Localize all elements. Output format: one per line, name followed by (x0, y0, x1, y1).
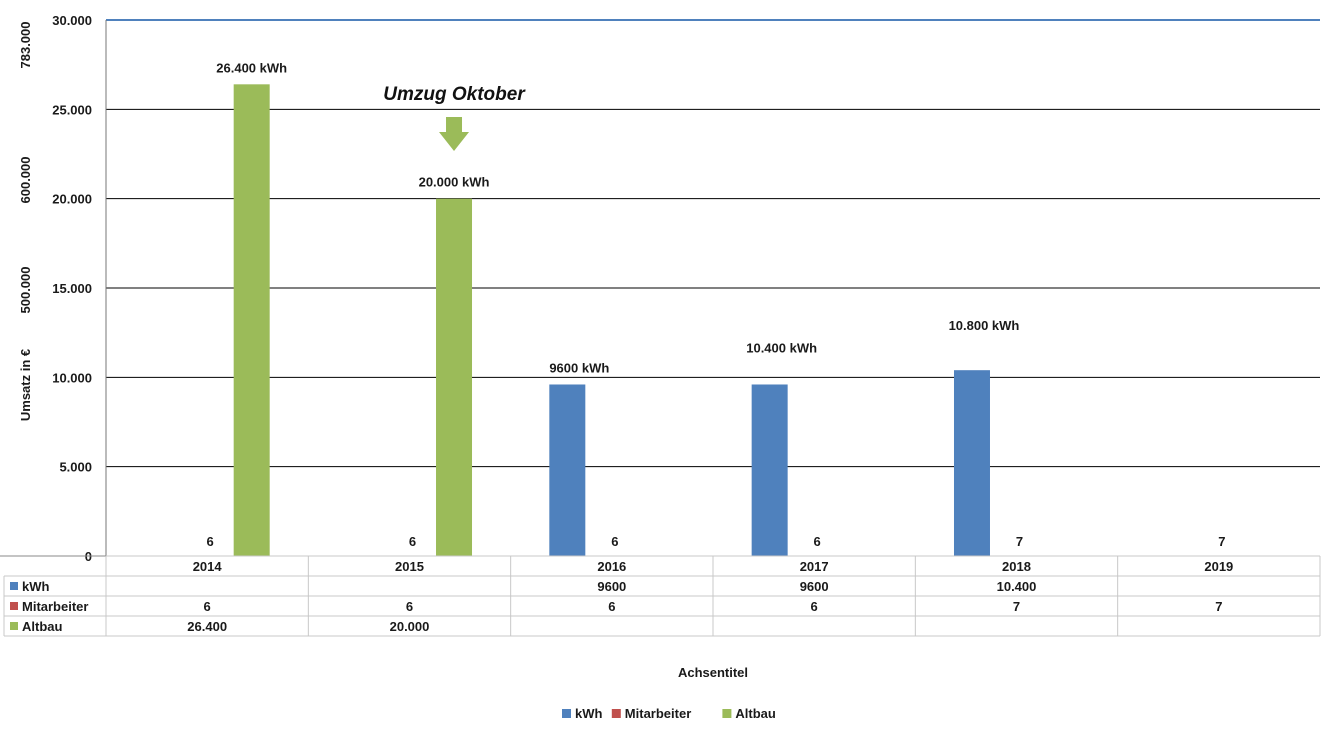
legend-label: Mitarbeiter (625, 706, 691, 721)
bar-data-label: 9600 kWh (549, 360, 609, 375)
table-cell: 6 (204, 599, 211, 614)
secondary-y-tick-label: 500.000 (18, 267, 33, 314)
y-tick-label: 10.000 (52, 370, 92, 385)
bar-data-label: 10.800 kWh (949, 318, 1020, 333)
table-cell: 9600 (597, 579, 626, 594)
x-tick-label: 2015 (395, 559, 424, 574)
count-label: 6 (409, 534, 416, 549)
legend-swatch (722, 709, 732, 718)
x-tick-label: 2014 (193, 559, 223, 574)
bar-kwh (953, 370, 990, 556)
y-tick-label: 5.000 (59, 460, 92, 475)
count-label: 6 (611, 534, 618, 549)
legend-label: kWh (575, 706, 603, 721)
y-tick-label: 25.000 (52, 102, 92, 117)
bar-data-label: 20.000 kWh (419, 175, 490, 190)
x-tick-label: 2018 (1002, 559, 1031, 574)
x-tick-label: 2019 (1204, 559, 1233, 574)
count-label: 6 (207, 534, 214, 549)
y-tick-label: 15.000 (52, 281, 92, 296)
annotation-text: Umzug Oktober (383, 84, 526, 105)
count-label: 7 (1016, 534, 1023, 549)
annotation-arrow-icon (439, 117, 470, 151)
table-legend-key (10, 622, 18, 630)
count-label: 7 (1218, 534, 1225, 549)
count-label: 6 (814, 534, 821, 549)
bar-kwh (751, 384, 788, 556)
bar-altbau (233, 84, 270, 556)
table-legend-key (10, 602, 18, 610)
x-tick-label: 2016 (597, 559, 626, 574)
x-tick-label: 2017 (800, 559, 829, 574)
y-tick-label: 20.000 (52, 192, 92, 207)
bar-altbau (436, 198, 473, 556)
table-cell: 6 (608, 599, 615, 614)
table-cell: 26.400 (187, 619, 227, 634)
legend-swatch (562, 709, 571, 718)
table-cell: 6 (406, 599, 413, 614)
table-cell: 9600 (800, 579, 829, 594)
table-row-label: kWh (22, 579, 50, 594)
secondary-y-tick-label: 600.000 (18, 157, 33, 204)
x-axis-title: Achsentitel (678, 665, 748, 680)
table-cell: 6 (811, 599, 818, 614)
y-tick-label: 30.000 (52, 13, 92, 28)
table-cell: 7 (1215, 599, 1222, 614)
table-cell: 10.400 (997, 579, 1037, 594)
bar-data-label: 10.400 kWh (746, 340, 817, 355)
bar-data-label: 26.400 kWh (216, 60, 287, 75)
legend-swatch (611, 709, 621, 718)
table-row-label: Altbau (22, 619, 63, 634)
y-axis-title: Umsatz in € (18, 349, 33, 421)
legend-label: Altbau (735, 706, 776, 721)
table-row-label: Mitarbeiter (22, 599, 88, 614)
table-cell: 7 (1013, 599, 1020, 614)
table-cell: 20.000 (390, 619, 430, 634)
secondary-y-tick-label: 783.000 (18, 22, 33, 69)
bar-kwh (549, 384, 586, 556)
table-legend-key (10, 582, 18, 590)
